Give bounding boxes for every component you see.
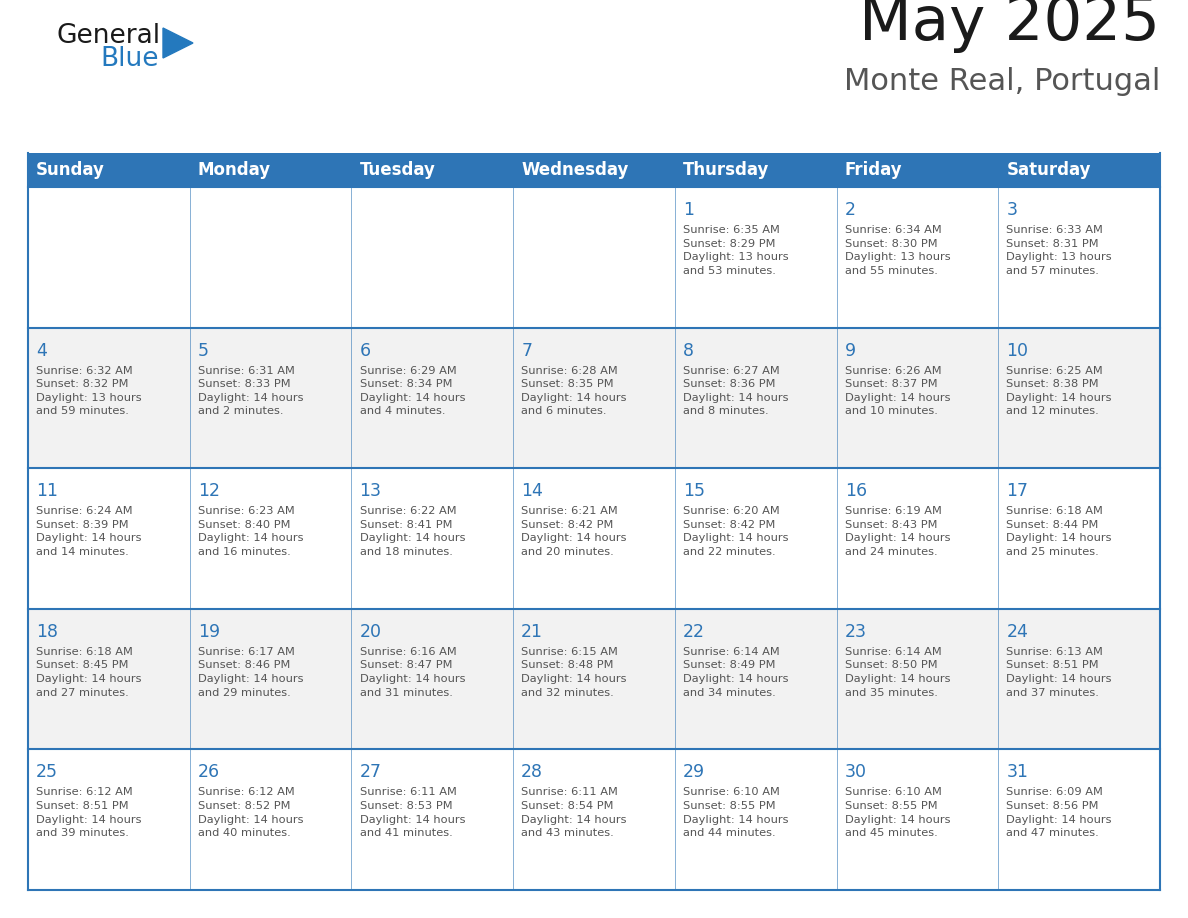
Text: Sunrise: 6:32 AM
Sunset: 8:32 PM
Daylight: 13 hours
and 59 minutes.: Sunrise: 6:32 AM Sunset: 8:32 PM Dayligh… — [36, 365, 141, 417]
Text: 25: 25 — [36, 764, 58, 781]
Text: Sunrise: 6:14 AM
Sunset: 8:50 PM
Daylight: 14 hours
and 35 minutes.: Sunrise: 6:14 AM Sunset: 8:50 PM Dayligh… — [845, 647, 950, 698]
Text: Sunrise: 6:19 AM
Sunset: 8:43 PM
Daylight: 14 hours
and 24 minutes.: Sunrise: 6:19 AM Sunset: 8:43 PM Dayligh… — [845, 506, 950, 557]
Text: Sunrise: 6:31 AM
Sunset: 8:33 PM
Daylight: 14 hours
and 2 minutes.: Sunrise: 6:31 AM Sunset: 8:33 PM Dayligh… — [197, 365, 303, 417]
Text: Saturday: Saturday — [1006, 161, 1091, 179]
Text: Sunrise: 6:21 AM
Sunset: 8:42 PM
Daylight: 14 hours
and 20 minutes.: Sunrise: 6:21 AM Sunset: 8:42 PM Dayligh… — [522, 506, 627, 557]
Text: 4: 4 — [36, 341, 48, 360]
Text: Sunrise: 6:34 AM
Sunset: 8:30 PM
Daylight: 13 hours
and 55 minutes.: Sunrise: 6:34 AM Sunset: 8:30 PM Dayligh… — [845, 225, 950, 275]
Text: 21: 21 — [522, 622, 543, 641]
Text: 15: 15 — [683, 482, 704, 500]
Text: Sunrise: 6:12 AM
Sunset: 8:52 PM
Daylight: 14 hours
and 40 minutes.: Sunrise: 6:12 AM Sunset: 8:52 PM Dayligh… — [197, 788, 303, 838]
Text: Sunrise: 6:18 AM
Sunset: 8:45 PM
Daylight: 14 hours
and 27 minutes.: Sunrise: 6:18 AM Sunset: 8:45 PM Dayligh… — [36, 647, 141, 698]
Text: Sunrise: 6:28 AM
Sunset: 8:35 PM
Daylight: 14 hours
and 6 minutes.: Sunrise: 6:28 AM Sunset: 8:35 PM Dayligh… — [522, 365, 627, 417]
Text: Sunrise: 6:18 AM
Sunset: 8:44 PM
Daylight: 14 hours
and 25 minutes.: Sunrise: 6:18 AM Sunset: 8:44 PM Dayligh… — [1006, 506, 1112, 557]
Text: 13: 13 — [360, 482, 381, 500]
Text: Tuesday: Tuesday — [360, 161, 435, 179]
Text: 19: 19 — [197, 622, 220, 641]
Bar — [29, 187, 1159, 328]
Text: Sunday: Sunday — [36, 161, 105, 179]
Text: General: General — [57, 23, 162, 49]
Text: Sunrise: 6:14 AM
Sunset: 8:49 PM
Daylight: 14 hours
and 34 minutes.: Sunrise: 6:14 AM Sunset: 8:49 PM Dayligh… — [683, 647, 789, 698]
Text: Sunrise: 6:22 AM
Sunset: 8:41 PM
Daylight: 14 hours
and 18 minutes.: Sunrise: 6:22 AM Sunset: 8:41 PM Dayligh… — [360, 506, 465, 557]
Text: Sunrise: 6:12 AM
Sunset: 8:51 PM
Daylight: 14 hours
and 39 minutes.: Sunrise: 6:12 AM Sunset: 8:51 PM Dayligh… — [36, 788, 141, 838]
Text: Sunrise: 6:23 AM
Sunset: 8:40 PM
Daylight: 14 hours
and 16 minutes.: Sunrise: 6:23 AM Sunset: 8:40 PM Dayligh… — [197, 506, 303, 557]
Text: 10: 10 — [1006, 341, 1029, 360]
Text: Sunrise: 6:35 AM
Sunset: 8:29 PM
Daylight: 13 hours
and 53 minutes.: Sunrise: 6:35 AM Sunset: 8:29 PM Dayligh… — [683, 225, 789, 275]
Text: Sunrise: 6:11 AM
Sunset: 8:53 PM
Daylight: 14 hours
and 41 minutes.: Sunrise: 6:11 AM Sunset: 8:53 PM Dayligh… — [360, 788, 465, 838]
Text: Sunrise: 6:26 AM
Sunset: 8:37 PM
Daylight: 14 hours
and 10 minutes.: Sunrise: 6:26 AM Sunset: 8:37 PM Dayligh… — [845, 365, 950, 417]
Text: 1: 1 — [683, 201, 694, 219]
Bar — [29, 609, 1159, 749]
Text: 3: 3 — [1006, 201, 1017, 219]
Text: Sunrise: 6:27 AM
Sunset: 8:36 PM
Daylight: 14 hours
and 8 minutes.: Sunrise: 6:27 AM Sunset: 8:36 PM Dayligh… — [683, 365, 789, 417]
Text: Sunrise: 6:17 AM
Sunset: 8:46 PM
Daylight: 14 hours
and 29 minutes.: Sunrise: 6:17 AM Sunset: 8:46 PM Dayligh… — [197, 647, 303, 698]
Text: Monte Real, Portugal: Monte Real, Portugal — [843, 67, 1159, 96]
Text: Sunrise: 6:10 AM
Sunset: 8:55 PM
Daylight: 14 hours
and 45 minutes.: Sunrise: 6:10 AM Sunset: 8:55 PM Dayligh… — [845, 788, 950, 838]
Text: Sunrise: 6:15 AM
Sunset: 8:48 PM
Daylight: 14 hours
and 32 minutes.: Sunrise: 6:15 AM Sunset: 8:48 PM Dayligh… — [522, 647, 627, 698]
Text: 28: 28 — [522, 764, 543, 781]
Polygon shape — [163, 28, 192, 58]
Text: 29: 29 — [683, 764, 704, 781]
Bar — [29, 153, 1159, 187]
Text: Sunrise: 6:24 AM
Sunset: 8:39 PM
Daylight: 14 hours
and 14 minutes.: Sunrise: 6:24 AM Sunset: 8:39 PM Dayligh… — [36, 506, 141, 557]
Text: Sunrise: 6:25 AM
Sunset: 8:38 PM
Daylight: 14 hours
and 12 minutes.: Sunrise: 6:25 AM Sunset: 8:38 PM Dayligh… — [1006, 365, 1112, 417]
Text: 12: 12 — [197, 482, 220, 500]
Text: 11: 11 — [36, 482, 58, 500]
Bar — [29, 328, 1159, 468]
Text: Blue: Blue — [100, 46, 158, 72]
Text: 27: 27 — [360, 764, 381, 781]
Bar — [29, 749, 1159, 890]
Text: 7: 7 — [522, 341, 532, 360]
Text: 23: 23 — [845, 622, 867, 641]
Text: Sunrise: 6:09 AM
Sunset: 8:56 PM
Daylight: 14 hours
and 47 minutes.: Sunrise: 6:09 AM Sunset: 8:56 PM Dayligh… — [1006, 788, 1112, 838]
Text: 31: 31 — [1006, 764, 1029, 781]
Text: 22: 22 — [683, 622, 704, 641]
Text: Sunrise: 6:11 AM
Sunset: 8:54 PM
Daylight: 14 hours
and 43 minutes.: Sunrise: 6:11 AM Sunset: 8:54 PM Dayligh… — [522, 788, 627, 838]
Text: May 2025: May 2025 — [859, 0, 1159, 53]
Text: 18: 18 — [36, 622, 58, 641]
Text: Sunrise: 6:10 AM
Sunset: 8:55 PM
Daylight: 14 hours
and 44 minutes.: Sunrise: 6:10 AM Sunset: 8:55 PM Dayligh… — [683, 788, 789, 838]
Text: 17: 17 — [1006, 482, 1029, 500]
Text: 8: 8 — [683, 341, 694, 360]
Bar — [29, 468, 1159, 609]
Text: Friday: Friday — [845, 161, 902, 179]
Text: 9: 9 — [845, 341, 855, 360]
Text: Sunrise: 6:33 AM
Sunset: 8:31 PM
Daylight: 13 hours
and 57 minutes.: Sunrise: 6:33 AM Sunset: 8:31 PM Dayligh… — [1006, 225, 1112, 275]
Text: Sunrise: 6:13 AM
Sunset: 8:51 PM
Daylight: 14 hours
and 37 minutes.: Sunrise: 6:13 AM Sunset: 8:51 PM Dayligh… — [1006, 647, 1112, 698]
Text: 6: 6 — [360, 341, 371, 360]
Text: Sunrise: 6:29 AM
Sunset: 8:34 PM
Daylight: 14 hours
and 4 minutes.: Sunrise: 6:29 AM Sunset: 8:34 PM Dayligh… — [360, 365, 465, 417]
Text: Monday: Monday — [197, 161, 271, 179]
Text: Wednesday: Wednesday — [522, 161, 628, 179]
Text: 20: 20 — [360, 622, 381, 641]
Text: Sunrise: 6:20 AM
Sunset: 8:42 PM
Daylight: 14 hours
and 22 minutes.: Sunrise: 6:20 AM Sunset: 8:42 PM Dayligh… — [683, 506, 789, 557]
Text: Sunrise: 6:16 AM
Sunset: 8:47 PM
Daylight: 14 hours
and 31 minutes.: Sunrise: 6:16 AM Sunset: 8:47 PM Dayligh… — [360, 647, 465, 698]
Text: 26: 26 — [197, 764, 220, 781]
Text: 30: 30 — [845, 764, 867, 781]
Text: 5: 5 — [197, 341, 209, 360]
Text: 14: 14 — [522, 482, 543, 500]
Text: 16: 16 — [845, 482, 867, 500]
Text: Thursday: Thursday — [683, 161, 770, 179]
Text: 2: 2 — [845, 201, 855, 219]
Text: 24: 24 — [1006, 622, 1029, 641]
